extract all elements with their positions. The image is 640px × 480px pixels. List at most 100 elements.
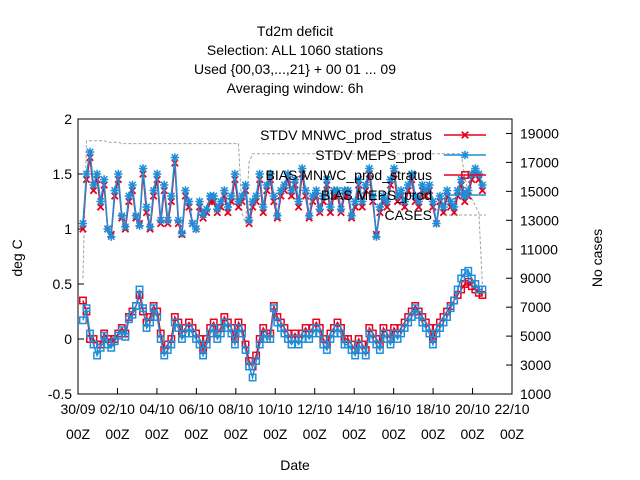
data-point [152,169,162,179]
data-point [414,310,423,319]
data-point [209,324,218,332]
data-point [393,191,402,201]
x-tick-hour: 00Z [342,426,367,442]
y2-tick-label: 11000 [520,241,558,257]
data-point [322,346,331,354]
x-tick-hour: 00Z [303,426,328,442]
data-point [308,191,317,201]
data-point [418,180,427,190]
data-point [259,202,268,212]
data-point [167,191,176,201]
data-point [280,180,289,190]
data-point [110,186,119,195]
data-point [185,203,193,211]
data-point [174,216,183,225]
data-point [167,340,176,349]
data-point [308,197,317,206]
data-point [337,329,345,338]
data-point [82,304,91,313]
legend-label: BIAS MNWC_prod_stratus [266,167,433,183]
data-point [428,340,437,349]
series-layer [78,140,487,382]
data-point [372,232,381,241]
data-point [294,197,303,206]
y2-tick-label: 3000 [520,357,551,373]
plot-frame [77,118,513,395]
data-point [403,180,413,190]
x-tick-hour: 00Z [500,426,525,442]
data-point [96,197,105,206]
data-point [361,351,370,360]
data-point [432,219,441,228]
y2-axis-label: No cases [589,229,605,287]
data-point [379,191,388,201]
data-point [273,211,282,220]
data-point [262,186,271,195]
data-point [354,175,363,184]
data-point [386,181,395,189]
x-tick-hour: 00Z [224,426,249,442]
data-point [220,186,229,195]
y-tick-label: -0.5 [48,386,72,402]
data-point [167,197,176,206]
data-point [456,175,466,184]
data-point [435,191,445,201]
legend-marker [461,191,469,199]
legend-marker [461,171,469,179]
data-point [216,329,225,338]
data-point [460,197,469,206]
x-tick-hour: 00Z [184,426,209,442]
data-point [128,310,137,319]
data-point [422,192,430,200]
data-point [414,203,423,211]
data-point [121,332,130,341]
data-point [312,186,321,195]
data-point [156,335,165,343]
data-point [343,186,353,195]
data-point [252,357,261,365]
data-point [333,186,342,195]
data-point [269,191,279,201]
data-point [199,351,208,360]
legend-item: BIAS MNWC_prod_stratus [266,167,486,183]
data-point [138,164,148,173]
data-point [315,205,324,214]
data-point [400,197,409,206]
data-point [453,285,462,294]
x-tick-hour: 00Z [66,426,91,442]
data-point [449,202,459,212]
x-tick-date: 18/10 [416,401,451,417]
data-point [181,186,190,195]
data-point [146,318,155,327]
data-point [287,192,296,200]
x-tick-hour: 00Z [263,426,288,442]
data-point [131,211,141,220]
x-tick-date: 12/10 [297,401,332,417]
data-point [191,224,201,234]
data-point [471,164,480,173]
data-point [365,164,374,173]
legend-item: STDV MNWC_prod_stratus [260,127,486,143]
data-point [82,169,91,179]
data-point [238,329,246,338]
data-point [241,346,250,354]
data-point [255,169,264,179]
data-point [86,329,94,338]
data-point [453,186,462,195]
data-point [188,219,197,228]
y2-tick-label: 15000 [520,183,559,199]
data-point [89,180,98,190]
x-tick-date: 30/09 [60,401,95,417]
data-point [121,222,130,231]
data-point [103,224,112,234]
data-point [139,304,147,313]
data-point [89,186,98,195]
data-point [117,211,127,220]
data-point [287,186,296,195]
data-point [290,175,300,184]
data-point [297,164,307,173]
data-point [383,203,391,211]
data-point [301,186,310,195]
